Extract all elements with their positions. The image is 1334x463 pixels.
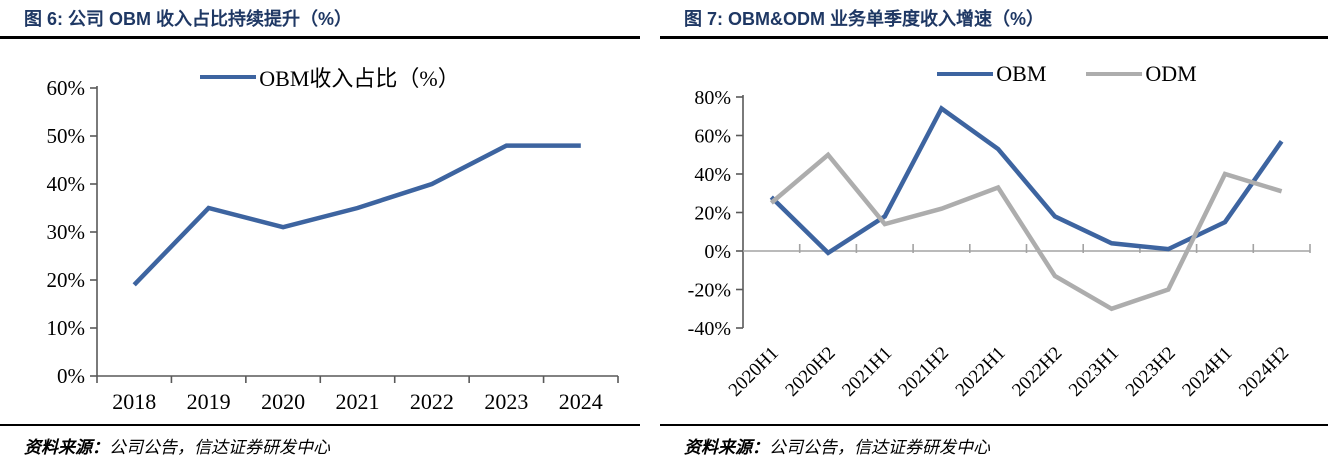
x-axis-label: 2022H1 — [952, 343, 1010, 401]
obm-odm-growth-line-chart: 80% 60% 40% 20% 0% -20% -40% 2020H12020H22021H1… — [688, 87, 1311, 401]
source-text: 公司公告，信达证券研发中心 — [109, 438, 330, 457]
figure-7-panel: 图 7: OBM&ODM 业务单季度收入增速（%） 80% 60% 40% 20% 0%… — [660, 0, 1334, 463]
x-axis-label: 2023 — [484, 389, 528, 414]
x-axis-label: 2019 — [187, 389, 231, 414]
x-axis-label: 2023H1 — [1065, 343, 1123, 401]
x-axis-label: 2020 — [261, 389, 305, 414]
figure-6-titlebar: 图 6: 公司 OBM 收入占比持续提升（%） — [0, 0, 640, 39]
source-label: 资料来源： — [24, 438, 109, 457]
y-axis-label: 30% — [47, 220, 86, 244]
y-axis-label: 60% — [694, 125, 731, 147]
x-axis-label: 2024H1 — [1178, 343, 1236, 401]
x-axis-label: 2020H2 — [781, 343, 839, 401]
x-axis-label: 2022 — [410, 389, 454, 414]
y-axis-label: 60% — [47, 76, 86, 100]
x-axis-label: 2018 — [112, 389, 156, 414]
figure-7-title: 图 7: OBM&ODM 业务单季度收入增速（%） — [684, 9, 1044, 29]
obm-share-line-chart: 60% 50% 40% 30% 20% 10% 0% 2018 2019 2020 2021 2022… — [47, 76, 619, 414]
figure-6-source: 资料来源：公司公告，信达证券研发中心 — [0, 424, 640, 458]
x-axis-label: 2021 — [336, 389, 380, 414]
y-axis-label: -20% — [688, 279, 731, 301]
y-axis-label: 20% — [694, 202, 731, 224]
figure-7-source: 资料来源：公司公告，信达证券研发中心 — [660, 424, 1328, 458]
y-axis-label: 50% — [47, 124, 86, 148]
y-axis-label: 10% — [47, 316, 86, 340]
figure-6-panel: 图 6: 公司 OBM 收入占比持续提升（%） 60% 50% 40% 30% 20% 1… — [0, 0, 660, 463]
figure-6-title: 图 6: 公司 OBM 收入占比持续提升（%） — [24, 9, 353, 29]
figure-7-chart-area: 80% 60% 40% 20% 0% -20% -40% 2020H1 2020H2 2021H1… — [660, 39, 1334, 424]
y-axis-label: 0% — [57, 364, 85, 388]
y-axis-label: 20% — [47, 268, 86, 292]
y-axis-label: 0% — [704, 241, 731, 263]
x-axis-label: 2022H2 — [1008, 343, 1066, 401]
y-axis-label: 80% — [694, 87, 731, 109]
y-axis-label: 40% — [694, 164, 731, 186]
obm-data-line — [132, 143, 581, 287]
odm-data-line — [769, 151, 1283, 312]
x-axis-label: 2021H1 — [838, 343, 896, 401]
source-label: 资料来源： — [684, 438, 769, 457]
x-axis-label: 2021H2 — [895, 343, 953, 401]
y-axis-label: 40% — [47, 172, 86, 196]
x-axis-label: 2024H2 — [1235, 343, 1293, 401]
figure-7-titlebar: 图 7: OBM&ODM 业务单季度收入增速（%） — [660, 0, 1328, 39]
source-text: 公司公告，信达证券研发中心 — [769, 438, 990, 457]
x-axis-label: 2020H1 — [725, 343, 783, 401]
figure-6-chart-area: 60% 50% 40% 30% 20% 10% 0% 2018 2019 2020 2021 2022… — [0, 39, 660, 424]
x-axis-label: 2024 — [559, 389, 603, 414]
y-axis-label: -40% — [688, 318, 731, 340]
x-axis-label: 2023H2 — [1122, 343, 1180, 401]
